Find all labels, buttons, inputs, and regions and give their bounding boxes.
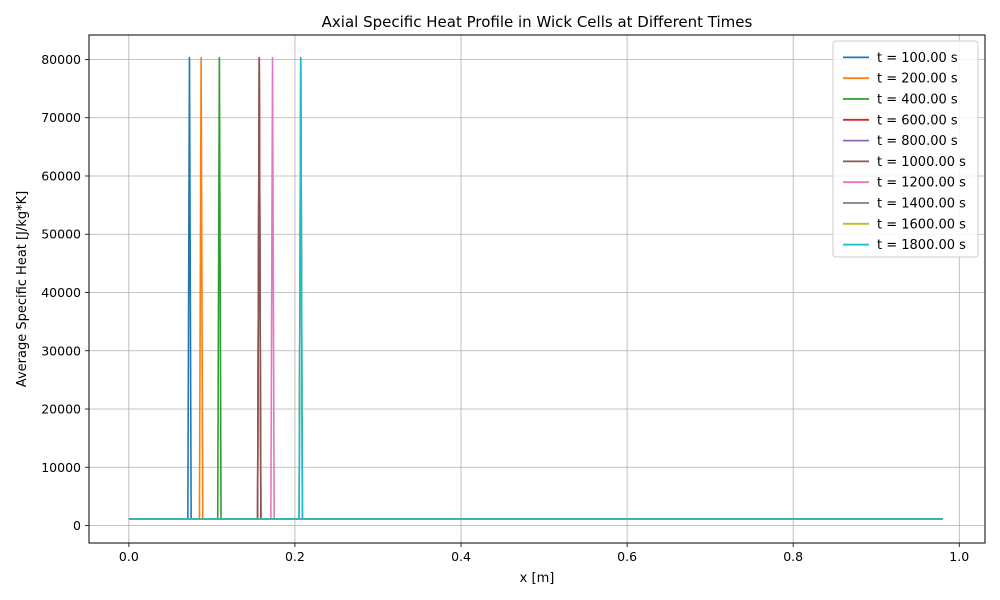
legend-box	[832, 40, 979, 258]
series-lines	[128, 56, 943, 520]
y-tick-label: 50000	[41, 227, 81, 242]
x-tick-label: 0.6	[617, 549, 637, 564]
y-tick-label: 60000	[41, 168, 81, 183]
legend-label: t = 1000.00 s	[877, 155, 966, 170]
legend-label: t = 100.00 s	[877, 51, 958, 66]
legend-label: t = 800.00 s	[877, 134, 958, 149]
y-tick-label: 0	[73, 518, 81, 533]
axis-ticks: 0.0 0.2 0.4 0.6 0.8 1.0 0 10000 20000 30000 40000 5…	[41, 52, 969, 564]
legend-label: t = 1400.00 s	[877, 197, 966, 212]
x-axis-label: x [m]	[520, 571, 555, 586]
y-tick-label: 10000	[41, 460, 81, 475]
legend-label: t = 1200.00 s	[877, 176, 966, 191]
y-tick-label: 70000	[41, 110, 81, 125]
series-line-9	[128, 56, 943, 520]
legend-label: t = 1800.00 s	[877, 238, 966, 253]
x-tick-label: 0.2	[285, 549, 305, 564]
grid	[89, 35, 985, 543]
legend-label: t = 400.00 s	[877, 93, 958, 108]
y-axis-label: Average Specific Heat [J/kg*K]	[15, 191, 30, 387]
y-tick-label: 30000	[41, 343, 81, 358]
y-tick-label: 40000	[41, 285, 81, 300]
x-tick-label: 0.8	[783, 549, 803, 564]
plot-frame	[88, 34, 986, 544]
y-tick-label: 80000	[41, 52, 81, 67]
x-tick-label: 0.4	[451, 549, 471, 564]
legend-label: t = 200.00 s	[877, 72, 958, 87]
x-tick-label: 1.0	[949, 549, 969, 564]
legend-label: t = 1600.00 s	[877, 217, 966, 232]
chart-title: Axial Specific Heat Profile in Wick Cell…	[322, 13, 753, 31]
x-tick-label: 0.0	[119, 549, 139, 564]
y-tick-label: 20000	[41, 402, 81, 417]
legend-label: t = 600.00 s	[877, 113, 958, 128]
legend: t = 100.00 s t = 200.00 s t = 400.00 s t = …	[832, 40, 979, 258]
